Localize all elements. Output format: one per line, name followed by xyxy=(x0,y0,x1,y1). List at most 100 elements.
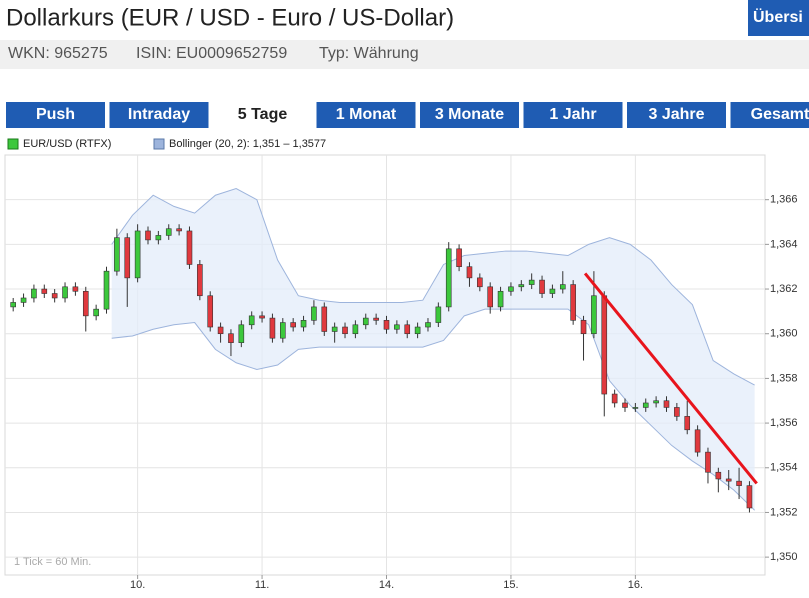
tab-background[interactable] xyxy=(109,102,209,128)
candle-body xyxy=(663,400,670,408)
candle-body xyxy=(290,322,296,328)
candle-body xyxy=(362,317,369,326)
candle-body xyxy=(207,295,214,328)
page-title: Dollarkurs (EUR / USD - Euro / US-Dollar… xyxy=(6,4,454,31)
candle-body xyxy=(259,315,265,319)
candle-body xyxy=(725,478,732,482)
candle-body xyxy=(145,230,151,241)
tab[interactable]: 1 Jahr xyxy=(523,102,623,128)
candle-body xyxy=(31,288,37,299)
candle-body xyxy=(331,326,338,332)
x-tick-label: 10. xyxy=(130,579,145,591)
y-tick-label: 1,352 xyxy=(770,506,798,518)
tab[interactable]: Intraday xyxy=(109,102,209,128)
candle-body xyxy=(51,293,58,299)
tab-label[interactable]: 3 Monate xyxy=(435,106,504,123)
candle-body xyxy=(736,480,742,486)
overview-button[interactable] xyxy=(748,0,809,36)
candle-body xyxy=(103,270,110,310)
tab-background[interactable] xyxy=(420,102,519,128)
tab-background[interactable] xyxy=(6,102,105,128)
candle-body xyxy=(10,302,16,308)
y-tick-label: 1,366 xyxy=(770,194,798,206)
info-bar xyxy=(0,40,809,69)
candle-body xyxy=(487,286,493,308)
tab-label[interactable]: 3 Jahre xyxy=(648,106,704,123)
x-tick-label: 16. xyxy=(628,579,643,591)
candle-body xyxy=(186,230,193,265)
candle-body xyxy=(715,471,722,480)
candle-body xyxy=(228,333,234,343)
candle-body xyxy=(165,228,172,236)
candle-body xyxy=(280,322,286,339)
tab-label[interactable]: 5 Tage xyxy=(238,106,288,123)
trend-line xyxy=(583,272,758,485)
candle-body xyxy=(238,324,245,343)
tab-background[interactable] xyxy=(316,102,416,128)
tab-label[interactable]: Push xyxy=(36,106,75,123)
candle-body xyxy=(746,485,753,509)
candle-body xyxy=(114,237,120,272)
candle-body xyxy=(705,451,711,473)
candle-body xyxy=(394,324,400,330)
candle-body xyxy=(674,407,680,417)
tab-background[interactable] xyxy=(730,102,809,128)
tab[interactable]: Gesamt xyxy=(730,102,809,128)
tab[interactable]: 3 Monate xyxy=(420,102,519,128)
candle-body xyxy=(518,284,525,288)
candle-body xyxy=(82,290,89,317)
x-tick-label: 14. xyxy=(379,579,394,591)
tab-background[interactable] xyxy=(523,102,623,128)
candle-body xyxy=(539,279,545,294)
legend-entry: Bollinger (20, 2): 1,351 – 1,3577 xyxy=(169,138,326,150)
plot-area xyxy=(5,155,769,579)
tab-background[interactable] xyxy=(627,102,726,128)
candle-body xyxy=(497,290,504,308)
candle-body xyxy=(622,402,628,408)
candle-body xyxy=(601,295,608,395)
isin: ISIN: EU0009652759 xyxy=(136,45,287,62)
candle-body xyxy=(269,317,276,339)
candle-body xyxy=(41,288,48,294)
tab-label[interactable]: Gesamt xyxy=(751,106,809,123)
candle-body xyxy=(466,266,473,279)
candle-body xyxy=(611,393,618,404)
candle-body xyxy=(124,237,131,279)
candle-body xyxy=(445,248,452,308)
legend-entry: EUR/USD (RTFX) xyxy=(23,138,111,150)
overview-button-label[interactable]: Übersi xyxy=(753,7,803,26)
candle-body xyxy=(414,326,421,335)
tab[interactable]: 5 Tage xyxy=(213,102,312,128)
candle-body xyxy=(155,235,162,241)
candle-body xyxy=(176,228,182,232)
tab[interactable]: 3 Jahre xyxy=(627,102,726,128)
y-tick-label: 1,358 xyxy=(770,372,798,384)
x-tick-label: 15. xyxy=(503,579,518,591)
candle-body xyxy=(684,416,691,431)
bollinger-lower xyxy=(111,308,755,511)
candle-body xyxy=(352,324,359,335)
candle-body xyxy=(477,277,483,288)
bollinger-fill xyxy=(111,188,755,511)
type: Typ: Währung xyxy=(319,45,419,62)
candle-body xyxy=(694,429,701,453)
candle-body xyxy=(20,297,27,303)
x-tick-label: 11. xyxy=(255,579,269,591)
candle-body xyxy=(217,326,224,335)
tab-label[interactable]: Intraday xyxy=(128,106,190,123)
tab[interactable]: 1 Monat xyxy=(316,102,416,128)
candle-body xyxy=(632,407,639,409)
candle-body xyxy=(342,326,348,335)
candle-body xyxy=(300,320,307,328)
tab-label[interactable]: 1 Jahr xyxy=(549,106,596,123)
tab[interactable]: Push xyxy=(6,102,105,128)
tab-background[interactable] xyxy=(213,102,312,128)
y-tick-label: 1,360 xyxy=(770,328,798,340)
candle-body xyxy=(197,264,203,297)
candle-body xyxy=(72,286,79,292)
candle-body xyxy=(508,286,514,292)
candle-body xyxy=(591,295,597,335)
tab-label[interactable]: 1 Monat xyxy=(336,106,397,123)
